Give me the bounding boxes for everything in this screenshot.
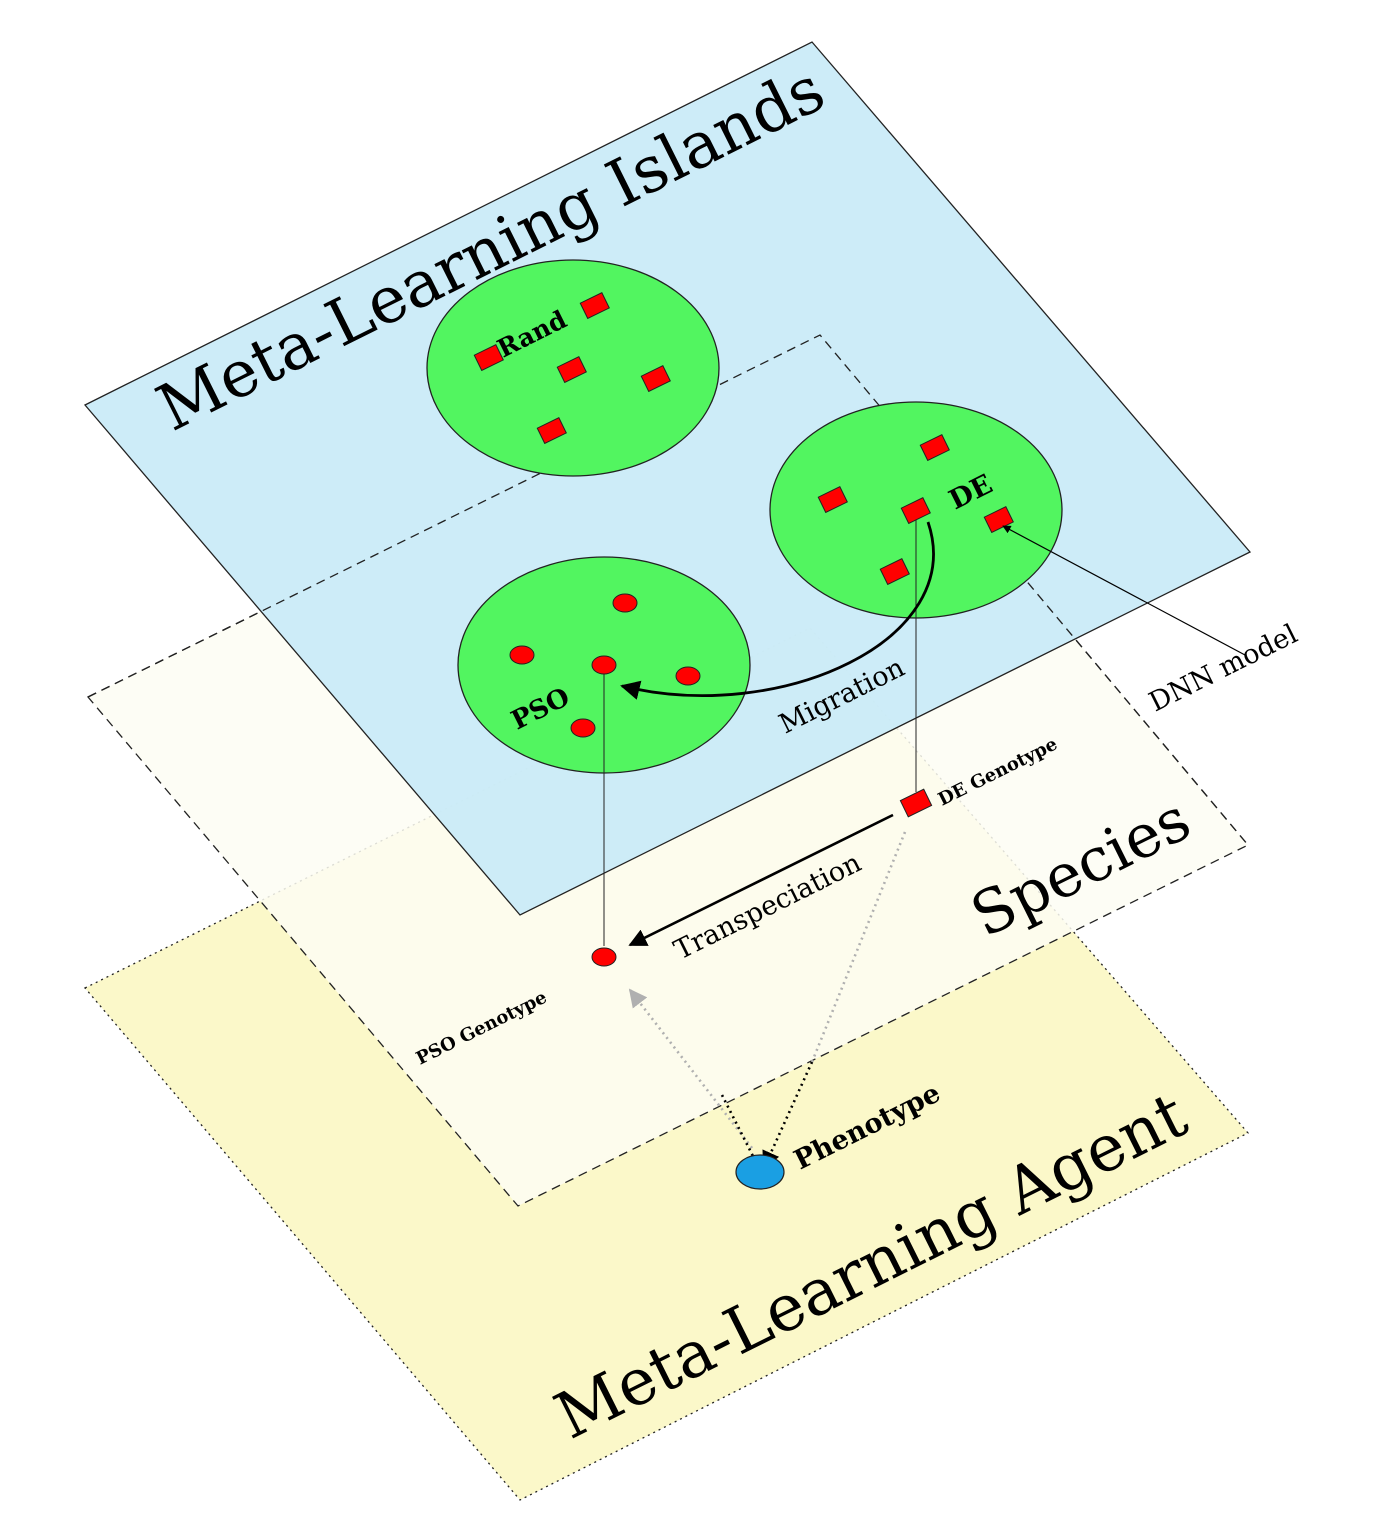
pso-individual — [570, 718, 596, 738]
phenotype-black-dotted-right — [762, 1061, 814, 1170]
de-genotype-node — [899, 788, 933, 818]
de-individual — [919, 433, 950, 462]
de-individual — [900, 496, 931, 525]
pso-individuals — [509, 593, 701, 738]
migration-arrow — [620, 521, 935, 700]
pso-individual — [675, 666, 701, 686]
phenotype-black-dotted-left — [720, 1094, 761, 1169]
rand-individual — [536, 416, 567, 445]
dnn-model-label: DNN model — [1144, 619, 1302, 719]
de-individuals — [817, 433, 1014, 586]
islands-plane — [83, 41, 1252, 916]
dnn-model-arrow — [1002, 525, 1246, 656]
transpeciation-arrow — [628, 813, 894, 947]
de-individual — [817, 485, 848, 514]
rand-individual — [556, 355, 587, 384]
pso-individual — [591, 655, 617, 675]
rand-individual — [473, 343, 504, 372]
phenotype-node — [735, 1154, 785, 1190]
rand-individual — [640, 364, 671, 393]
pso-individual — [509, 645, 535, 665]
rand-individual — [579, 291, 610, 320]
de-individual — [879, 557, 910, 586]
pso-genotype-node — [591, 947, 617, 967]
pso-individual — [612, 593, 638, 613]
rand-individuals — [473, 291, 671, 445]
species-outline-overlay — [87, 334, 1249, 846]
